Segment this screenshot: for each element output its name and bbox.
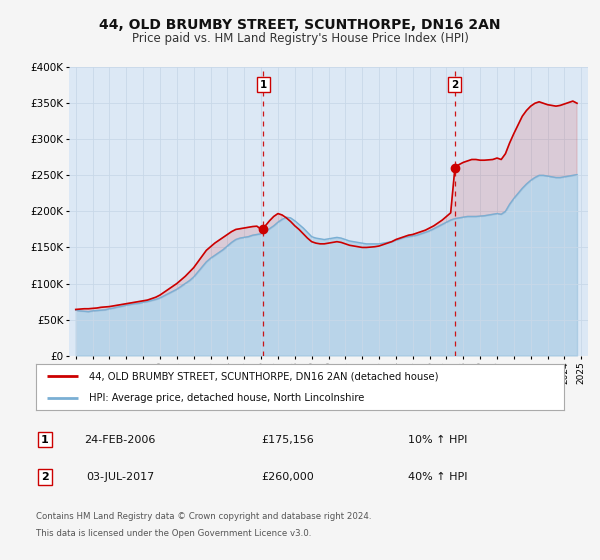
Text: This data is licensed under the Open Government Licence v3.0.: This data is licensed under the Open Gov… — [36, 529, 311, 538]
Text: 24-FEB-2006: 24-FEB-2006 — [85, 435, 155, 445]
Text: Price paid vs. HM Land Registry's House Price Index (HPI): Price paid vs. HM Land Registry's House … — [131, 32, 469, 45]
Text: 2: 2 — [451, 80, 458, 90]
Text: 10% ↑ HPI: 10% ↑ HPI — [409, 435, 467, 445]
Text: 1: 1 — [260, 80, 267, 90]
Text: Contains HM Land Registry data © Crown copyright and database right 2024.: Contains HM Land Registry data © Crown c… — [36, 512, 371, 521]
Text: £175,156: £175,156 — [262, 435, 314, 445]
Text: 2: 2 — [41, 472, 49, 482]
Text: £260,000: £260,000 — [262, 472, 314, 482]
Text: 1: 1 — [41, 435, 49, 445]
Text: 44, OLD BRUMBY STREET, SCUNTHORPE, DN16 2AN (detached house): 44, OLD BRUMBY STREET, SCUNTHORPE, DN16 … — [89, 371, 438, 381]
Text: 40% ↑ HPI: 40% ↑ HPI — [408, 472, 468, 482]
Text: 44, OLD BRUMBY STREET, SCUNTHORPE, DN16 2AN: 44, OLD BRUMBY STREET, SCUNTHORPE, DN16 … — [99, 18, 501, 32]
Text: 03-JUL-2017: 03-JUL-2017 — [86, 472, 154, 482]
Text: HPI: Average price, detached house, North Lincolnshire: HPI: Average price, detached house, Nort… — [89, 393, 364, 403]
